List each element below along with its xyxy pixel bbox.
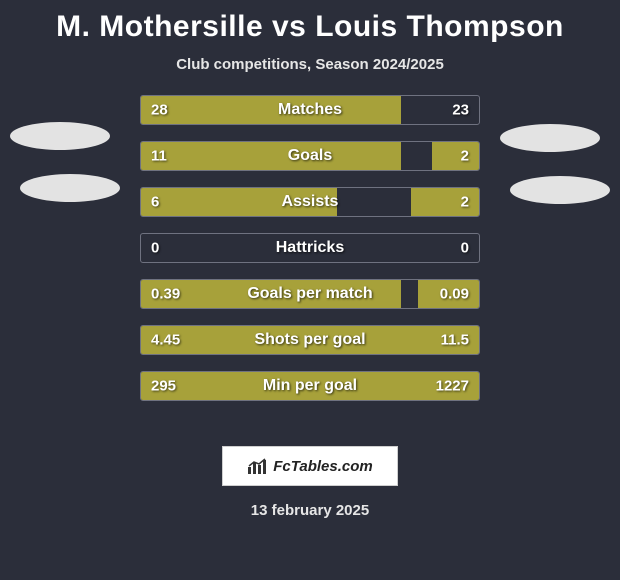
stat-value-left: 0	[151, 240, 159, 257]
stat-row: 0.390.09Goals per match	[0, 279, 620, 309]
stat-row: 0 0Hattricks	[0, 233, 620, 263]
player-avatar-placeholder	[10, 122, 110, 150]
stat-value-right: 0.09	[440, 286, 469, 303]
stat-value-right: 23	[452, 102, 469, 119]
stat-track: 4.4511.5Shots per goal	[140, 325, 480, 355]
stat-value-left: 28	[151, 102, 168, 119]
stat-value-left: 0.39	[151, 286, 180, 303]
stat-row: 2823Matches	[0, 95, 620, 125]
stat-track: 2951227Min per goal	[140, 371, 480, 401]
stat-bar-left	[141, 96, 401, 124]
stat-value-right: 2	[461, 194, 469, 211]
brand-badge: FcTables.com	[222, 446, 398, 486]
stat-row: 2951227Min per goal	[0, 371, 620, 401]
brand-text: FcTables.com	[273, 458, 372, 475]
stat-track: 0 0Hattricks	[140, 233, 480, 263]
stat-bar-left	[141, 142, 401, 170]
stat-value-left: 11	[151, 148, 167, 165]
player-avatar-placeholder	[500, 124, 600, 152]
stat-bar-left	[141, 188, 337, 216]
stat-value-left: 4.45	[151, 332, 180, 349]
stat-value-left: 295	[151, 378, 176, 395]
generated-date: 13 february 2025	[0, 502, 620, 519]
stat-value-right: 1227	[436, 378, 469, 395]
stat-value-right: 2	[461, 148, 469, 165]
stat-track: 2823Matches	[140, 95, 480, 125]
player-avatar-placeholder	[510, 176, 610, 204]
stat-track: 112Goals	[140, 141, 480, 171]
stat-track: 0.390.09Goals per match	[140, 279, 480, 309]
brand-chart-icon	[247, 457, 269, 475]
stat-value-right: 11.5	[441, 332, 469, 349]
player-avatar-placeholder	[20, 174, 120, 202]
stat-value-right: 0	[461, 240, 469, 257]
stat-label: Hattricks	[141, 239, 479, 257]
stat-bar-right	[432, 142, 479, 170]
stat-row: 4.4511.5Shots per goal	[0, 325, 620, 355]
stat-track: 62Assists	[140, 187, 480, 217]
comparison-title: M. Mothersille vs Louis Thompson	[0, 0, 620, 44]
comparison-subtitle: Club competitions, Season 2024/2025	[0, 56, 620, 73]
stat-value-left: 6	[151, 194, 159, 211]
